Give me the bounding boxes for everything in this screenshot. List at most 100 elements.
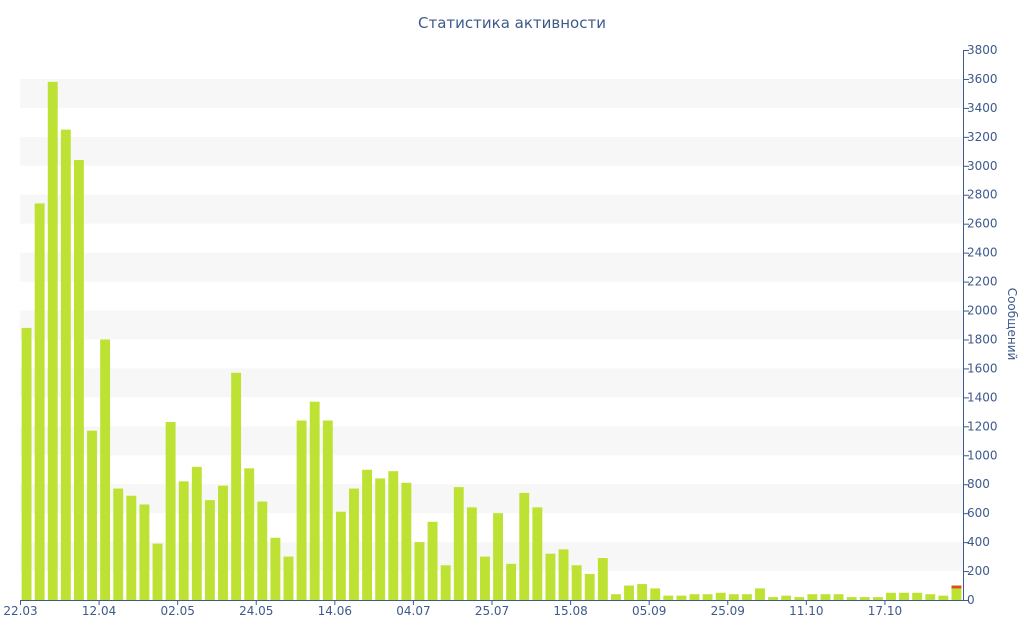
- bar: [938, 595, 949, 600]
- x-tick-label: 25.09: [711, 604, 745, 618]
- bar: [833, 594, 844, 600]
- x-tick-label: 14.06: [318, 604, 352, 618]
- bar: [925, 594, 936, 600]
- x-tick-label: 05.09: [632, 604, 666, 618]
- y-tick-label: 600: [967, 506, 990, 520]
- grid-band: [20, 426, 963, 456]
- y-tick-label: 1400: [967, 390, 998, 404]
- grid-band: [20, 542, 963, 572]
- bar: [165, 421, 176, 600]
- bar: [191, 466, 202, 600]
- bar: [794, 597, 805, 600]
- bar: [113, 488, 124, 600]
- bar: [702, 594, 713, 600]
- grid-band: [20, 194, 963, 224]
- bar: [73, 160, 84, 600]
- bar: [87, 430, 97, 600]
- bar: [715, 592, 726, 600]
- bar: [584, 573, 595, 600]
- bar: [283, 556, 294, 600]
- bar: [257, 501, 268, 600]
- bar: [951, 585, 962, 600]
- y-axis-ticks: 0 200 400 600 800 1000 1200 1400 1600 1800 2000 220…: [963, 43, 998, 607]
- bar: [231, 372, 242, 600]
- bar: [872, 597, 883, 600]
- bar: [519, 492, 530, 600]
- y-tick-label: 3400: [967, 101, 998, 115]
- y-tick-label: 2400: [967, 246, 998, 260]
- bar: [126, 495, 137, 600]
- bar: [453, 487, 464, 600]
- grid-band: [20, 484, 963, 514]
- bar: [349, 488, 359, 600]
- chart-title: Статистика активности: [418, 14, 606, 32]
- y-tick-label: 800: [967, 477, 990, 491]
- bar: [375, 478, 386, 600]
- y-axis-label: Сообщений: [1005, 288, 1019, 361]
- bar: [21, 327, 32, 600]
- bar: [781, 595, 792, 600]
- bar: [807, 594, 818, 600]
- bar: [545, 553, 556, 600]
- bar: [663, 595, 674, 600]
- y-tick-label: 3800: [967, 43, 998, 57]
- bar: [820, 594, 831, 600]
- bar: [427, 521, 438, 600]
- bar: [270, 537, 281, 600]
- bar: [676, 595, 687, 600]
- bar: [218, 485, 228, 600]
- bar: [296, 420, 307, 600]
- grid-band: [20, 78, 963, 108]
- x-tick-label: 15.08: [553, 604, 587, 618]
- grid-band: [20, 368, 963, 398]
- grid-bands: [20, 78, 963, 572]
- x-tick-label: 17.10: [868, 604, 902, 618]
- bar: [309, 401, 320, 600]
- bar: [322, 420, 333, 600]
- bar: [768, 597, 779, 600]
- x-tick-label: 11.10: [789, 604, 823, 618]
- bar: [440, 565, 451, 600]
- grid-band: [20, 136, 963, 166]
- bar: [597, 558, 608, 600]
- bar: [741, 594, 752, 600]
- bar: [100, 339, 111, 600]
- x-tick-label: 04.07: [396, 604, 430, 618]
- y-tick-label: 400: [967, 535, 990, 549]
- y-tick-label: 1200: [967, 419, 998, 433]
- bar: [650, 588, 661, 600]
- bar: [388, 471, 399, 600]
- bar: [558, 549, 569, 600]
- x-tick-label: 25.07: [475, 604, 509, 618]
- bar: [728, 594, 739, 600]
- bar: [846, 597, 857, 600]
- bar: [637, 584, 648, 600]
- bar: [152, 543, 163, 600]
- y-tick-label: 1800: [967, 332, 998, 346]
- bar: [362, 469, 373, 600]
- grid-band: [20, 252, 963, 282]
- y-tick-label: 1600: [967, 361, 998, 375]
- bar: [60, 129, 71, 601]
- bar: [34, 203, 45, 601]
- x-tick-label: 22.03: [3, 604, 37, 618]
- bar: [466, 507, 477, 600]
- x-tick-label: 24.05: [239, 604, 273, 618]
- bar: [571, 565, 582, 600]
- bar: [401, 482, 412, 600]
- x-tick-label: 02.05: [160, 604, 194, 618]
- bar: [689, 594, 700, 600]
- y-tick-label: 2000: [967, 304, 998, 318]
- y-tick-label: 1000: [967, 448, 998, 462]
- bar: [139, 504, 150, 600]
- grid-band: [20, 310, 963, 340]
- x-tick-label: 12.04: [82, 604, 116, 618]
- y-tick-label: 3600: [967, 72, 998, 86]
- bar: [886, 592, 896, 600]
- bar: [899, 592, 910, 600]
- bar: [493, 513, 503, 600]
- y-tick-label: 2800: [967, 188, 998, 202]
- y-tick-label: 3000: [967, 159, 998, 173]
- y-tick-label: 0: [967, 593, 975, 607]
